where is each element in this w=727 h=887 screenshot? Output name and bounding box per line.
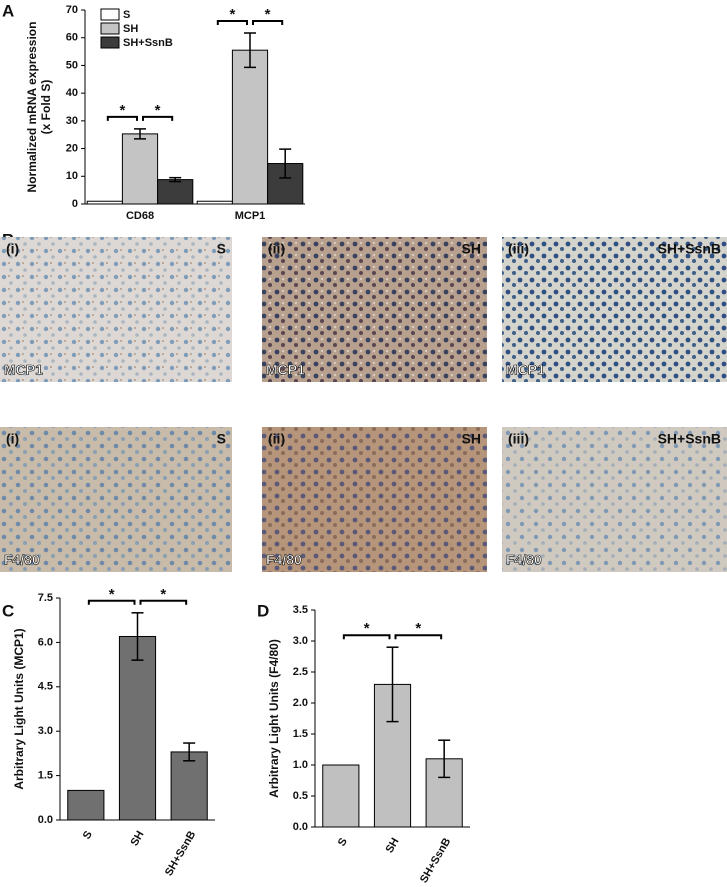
significance-bracket bbox=[87, 599, 136, 605]
y-tick-label: 1.5 bbox=[293, 728, 308, 740]
significance-label: * bbox=[265, 6, 271, 23]
image-numeral: (ii) bbox=[268, 241, 285, 257]
bar bbox=[67, 789, 105, 821]
legend-swatch bbox=[100, 8, 120, 21]
bar bbox=[170, 751, 208, 821]
bar bbox=[157, 179, 194, 205]
x-tick-label: SH+SsnB bbox=[418, 836, 453, 885]
legend-label: S bbox=[123, 9, 130, 21]
y-tick-label: 1.5 bbox=[38, 770, 53, 782]
bar bbox=[121, 133, 159, 205]
y-tick-label: 10 bbox=[66, 170, 78, 182]
x-tick-label: SH bbox=[384, 836, 402, 855]
y-axis-label: Arbitrary Light Units (MCP1) bbox=[12, 628, 26, 789]
micrograph bbox=[502, 427, 727, 572]
image-stain: F4/80 bbox=[4, 552, 40, 568]
image-stain: F4/80 bbox=[266, 552, 302, 568]
significance-bracket bbox=[252, 20, 284, 26]
y-tick-label: 2.5 bbox=[293, 666, 308, 678]
x-tick-label: SH+SsnB bbox=[163, 829, 198, 878]
y-tick-label: 6.0 bbox=[38, 636, 53, 648]
significance-bracket bbox=[139, 599, 188, 605]
significance-label: * bbox=[155, 102, 161, 119]
y-tick-label: 7.5 bbox=[38, 592, 53, 604]
image-numeral: (iii) bbox=[508, 431, 529, 447]
bar bbox=[322, 764, 360, 828]
image-numeral: (i) bbox=[6, 431, 19, 447]
legend-label: SH+SsnB bbox=[123, 37, 173, 49]
micrograph bbox=[262, 427, 487, 572]
image-stain: MCP1 bbox=[266, 362, 305, 378]
legend-swatch bbox=[100, 22, 120, 35]
image-group: S bbox=[217, 241, 226, 257]
y-tick-label: 30 bbox=[66, 115, 78, 127]
significance-label: * bbox=[109, 586, 115, 603]
image-numeral: (i) bbox=[6, 241, 19, 257]
significance-bracket bbox=[216, 20, 248, 26]
y-axis-label: Arbitrary Light Units (F4/80) bbox=[267, 639, 281, 798]
x-tick-label: S bbox=[81, 829, 95, 841]
y-tick-label: 4.5 bbox=[38, 681, 53, 693]
y-tick-label: 60 bbox=[66, 32, 78, 44]
image-numeral: (iii) bbox=[508, 241, 529, 257]
significance-bracket bbox=[342, 634, 391, 640]
y-tick-label: 2.0 bbox=[293, 697, 308, 709]
image-stain: F4/80 bbox=[506, 552, 542, 568]
panel-label: D bbox=[257, 601, 269, 620]
x-tick-label: S bbox=[336, 836, 350, 848]
y-tick-label: 0.0 bbox=[293, 821, 308, 833]
bar bbox=[86, 200, 123, 205]
y-tick-label: 3.0 bbox=[293, 635, 308, 647]
image-group: SH+SsnB bbox=[658, 241, 721, 257]
bar bbox=[118, 635, 157, 821]
panel-label: C bbox=[2, 601, 14, 620]
micrograph bbox=[0, 427, 232, 572]
legend-label: SH bbox=[123, 23, 138, 35]
micrograph bbox=[262, 237, 487, 382]
y-tick-label: 0 bbox=[72, 198, 78, 210]
y-tick-label: 1.0 bbox=[293, 759, 308, 771]
y-axis-label: (x Fold S) bbox=[39, 80, 53, 135]
image-group: SH bbox=[462, 431, 481, 447]
significance-label: * bbox=[364, 620, 370, 637]
x-tick-label: MCP1 bbox=[235, 210, 266, 222]
significance-label: * bbox=[160, 586, 166, 603]
y-tick-label: 40 bbox=[66, 87, 78, 99]
x-tick-label: CD68 bbox=[126, 210, 154, 222]
significance-bracket bbox=[394, 634, 443, 640]
image-group: SH+SsnB bbox=[658, 431, 721, 447]
legend-swatch bbox=[100, 36, 120, 49]
y-axis-label: Normalized mRNA expression bbox=[25, 22, 39, 193]
x-tick-label: SH bbox=[129, 829, 147, 848]
y-tick-label: 3.5 bbox=[293, 604, 308, 616]
significance-label: * bbox=[229, 6, 235, 23]
y-tick-label: 0.0 bbox=[38, 814, 53, 826]
y-tick-label: 3.0 bbox=[38, 725, 53, 737]
significance-bracket bbox=[106, 115, 138, 121]
significance-label: * bbox=[119, 102, 125, 119]
image-stain: MCP1 bbox=[4, 362, 43, 378]
significance-label: * bbox=[415, 620, 421, 637]
micrograph bbox=[502, 237, 727, 382]
y-tick-label: 20 bbox=[66, 142, 78, 154]
bar bbox=[196, 200, 233, 205]
y-tick-label: 50 bbox=[66, 59, 78, 71]
bar bbox=[231, 49, 269, 205]
y-tick-label: 70 bbox=[66, 4, 78, 16]
panel-label: A bbox=[2, 1, 14, 20]
y-tick-label: 0.5 bbox=[293, 790, 308, 802]
image-numeral: (ii) bbox=[268, 431, 285, 447]
image-group: S bbox=[217, 431, 226, 447]
micrograph bbox=[0, 237, 232, 382]
image-group: SH bbox=[462, 241, 481, 257]
significance-bracket bbox=[142, 115, 174, 121]
image-stain: MCP1 bbox=[506, 362, 545, 378]
